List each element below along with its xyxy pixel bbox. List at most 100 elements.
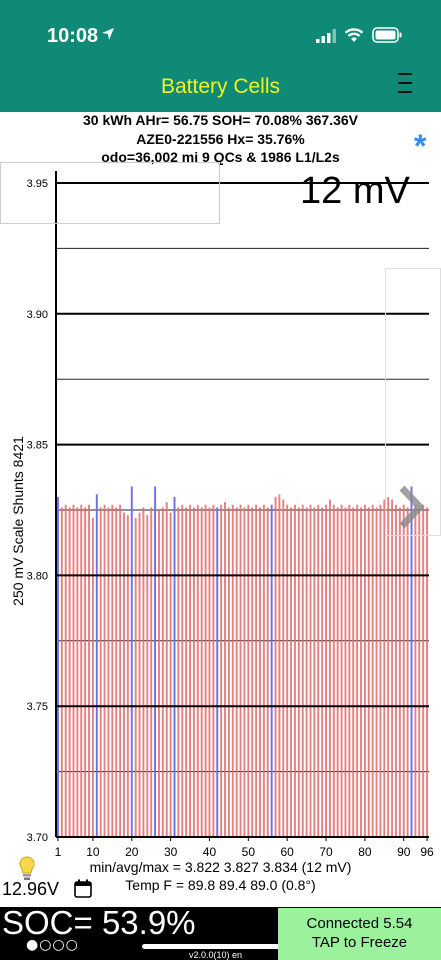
cell-bar [72,504,75,837]
cell-bar [227,507,230,837]
scale-readout: 12 mV [300,170,410,212]
home-indicator [142,944,302,949]
cell-bar [169,512,172,837]
cell-bar [418,507,421,837]
cell-bar [212,504,215,837]
cell-bar [64,504,67,837]
cell-bar [177,507,180,837]
x-tick-label: 20 [125,845,139,859]
cell-bar [220,504,223,837]
cell-voltage-chart[interactable]: 3.95 3.90 3.85 3.80 3.75 3.70 1 10 20 30 40 50 60 70 8… [0,160,441,860]
voltage-stats: min/avg/max = 3.822 3.827 3.834 (12 mV) [89,859,352,875]
x-tick-label: 40 [203,845,217,859]
shunt-cell-bar [410,486,413,837]
cell-bar [119,504,122,837]
cell-bar [251,507,254,837]
cell-bar [391,499,394,837]
connection-status: Connected 5.54 [306,915,413,932]
calendar-icon[interactable] [74,879,92,898]
cell-bar [336,507,339,837]
x-tick-label: 90 [397,845,411,859]
x-tick-label: 96 [420,845,434,859]
cell-bar [88,504,90,837]
cell-bar [142,507,145,837]
cell-bar [266,507,269,837]
temperature-stats: Temp F = 89.8 89.4 89.0 (0.8°) [125,877,316,893]
cell-bar [290,507,293,837]
shunt-cell-bar [154,486,157,837]
cell-bar [309,504,312,837]
x-tick-label: 80 [358,845,372,859]
pack-summary: 30 kWh AHr= 56.75 SOH= 70.08% 367.36V [83,112,358,128]
cell-bar [325,504,328,837]
cell-bar [398,507,401,837]
cell-bar [352,507,355,837]
app-version: v2.0.0(10) en [189,950,243,960]
aux-battery-voltage: 12.96V [2,879,60,899]
cell-bar [126,515,129,837]
state-of-charge: SOC= 53.9% [2,904,196,941]
cell-bar [99,507,102,837]
cell-bar [313,507,316,837]
cell-bar [360,507,362,837]
location-arrow-icon [102,28,114,40]
cell-bar [84,507,87,837]
cell-bar [367,507,370,837]
cell-bar [305,507,308,837]
status-bar: 10:08 [0,0,441,64]
menu-icon[interactable] [396,70,414,98]
cell-bar [293,504,296,837]
y-tick-label: 3.75 [27,701,48,713]
cell-bar [332,504,335,837]
zoom-region[interactable] [0,162,220,224]
cell-bar [60,507,63,837]
lightbulb-icon[interactable] [18,856,36,882]
cell-bar [297,507,300,837]
cell-bar [301,504,304,837]
y-tick-label: 3.80 [27,570,48,582]
cell-bar [107,507,110,837]
shunt-cell-bar [173,496,176,837]
settings-asterisk-button[interactable]: * [414,128,427,164]
y-tick-label: 3.95 [27,178,48,190]
cell-bar [231,504,234,837]
cell-bar [243,507,246,837]
cell-bar [406,507,409,837]
cell-bar [255,504,258,837]
cell-bar [196,504,199,837]
connect-freeze-button[interactable]: Connected 5.54 TAP to Freeze [278,908,441,960]
cell-bar [239,504,242,837]
battery-icon [372,27,402,43]
chevron-right-icon[interactable] [396,484,426,530]
cell-bar [123,512,125,837]
shunt-cell-bar [95,494,98,837]
cell-bar [189,504,192,837]
x-tick-label: 60 [281,845,295,859]
cell-bar [146,515,149,837]
cell-bar [80,504,83,837]
cell-bar [204,504,207,837]
cell-bar [348,504,351,837]
vehicle-health: AZE0-221556 Hx= 35.76% [136,131,305,147]
cell-bar [192,507,195,837]
shunt-cell-bar [130,486,133,837]
x-tick-label: 70 [319,845,333,859]
cell-bar [103,504,106,837]
cell-bar [208,507,211,837]
cell-bar [235,507,238,837]
cell-bar [259,507,261,837]
freeze-label: TAP to Freeze [311,934,408,951]
cell-bar [165,502,168,837]
cell-bar [115,507,118,837]
cell-bar [200,507,203,837]
cell-bar [181,504,184,837]
status-time: 10:08 [47,25,99,47]
cell-bar [371,504,374,837]
cell-bar [414,504,417,837]
y-tick-label: 3.70 [27,832,48,844]
cell-bar [422,504,425,837]
y-tick-label: 3.85 [27,440,48,452]
page-indicator[interactable]: ●○○○ [26,937,79,953]
nav-bar: Battery Cells [0,64,441,112]
cell-bar [111,504,114,837]
